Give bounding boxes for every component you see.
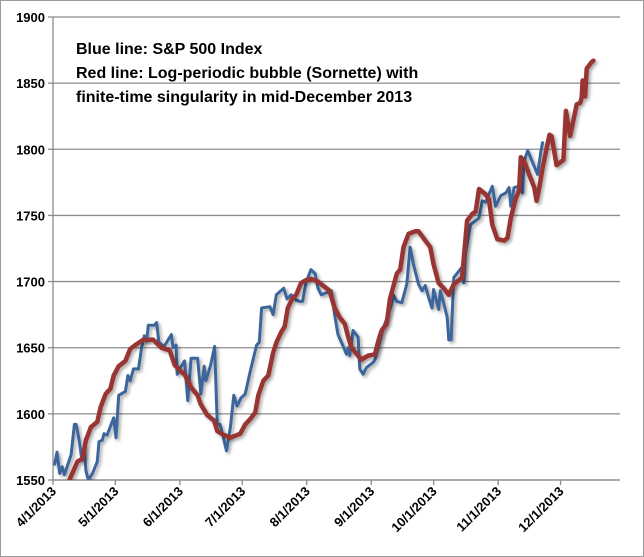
x-tick-label: 12/1/2013 [515, 484, 567, 536]
x-tick-label: 10/1/2013 [388, 484, 440, 536]
y-tick-label: 1700 [16, 275, 45, 290]
y-tick-label: 1650 [16, 341, 45, 356]
annotation-line-blue: Blue line: S&P 500 Index [76, 41, 263, 58]
y-tick-label: 1850 [16, 76, 45, 91]
x-tick-label: 8/1/2013 [266, 484, 312, 530]
annotation-line-red: Red line: Log-periodic bubble (Sornette)… [76, 65, 418, 82]
y-tick-label: 1800 [16, 142, 45, 157]
annotation: Blue line: S&P 500 Index Red line: Log-p… [76, 41, 418, 106]
annotation-line-singularity: finite-time singularity in mid-December … [76, 89, 412, 106]
y-axis-ticks: 1550 1600 1650 1700 1750 1800 1850 1900 [16, 10, 53, 488]
y-tick-label: 1550 [16, 473, 45, 488]
series-lines [53, 58, 596, 480]
y-tick-label: 1750 [16, 208, 45, 223]
x-tick-label: 6/1/2013 [140, 484, 186, 530]
y-tick-label: 1900 [16, 10, 45, 25]
sornette-bubble-series-line [67, 58, 596, 480]
axes [52, 17, 620, 481]
gridlines [53, 16, 620, 481]
x-axis-ticks: 4/1/2013 5/1/2013 6/1/2013 7/1/2013 8/1/2013… [13, 480, 567, 535]
y-tick-label: 1600 [16, 407, 45, 422]
x-tick-label: 4/1/2013 [13, 484, 59, 530]
x-tick-label: 11/1/2013 [453, 484, 504, 535]
sp500-series-line [53, 141, 545, 480]
x-tick-label: 7/1/2013 [202, 484, 248, 530]
x-tick-label: 9/1/2013 [331, 484, 377, 530]
x-tick-label: 5/1/2013 [75, 484, 121, 530]
